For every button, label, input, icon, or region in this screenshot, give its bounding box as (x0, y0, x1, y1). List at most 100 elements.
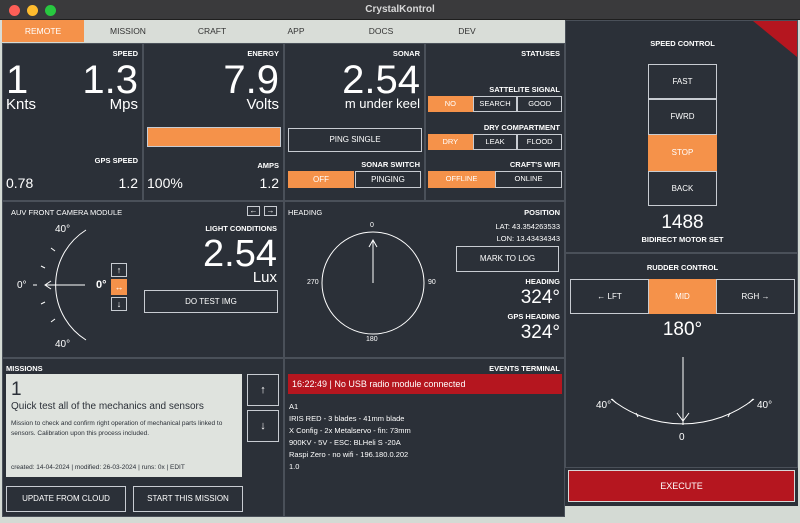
event-line: 1.0 (289, 462, 300, 471)
camera-tilt-up-button[interactable]: ↑ (111, 263, 127, 277)
start-mission-button[interactable]: START THIS MISSION (133, 486, 243, 512)
gps-speed-left: 0.78 (6, 175, 34, 191)
satellite-signal-selector: NO SEARCH GOOD (428, 96, 563, 112)
rudder-angle-right: 40° (757, 400, 773, 411)
rudder-title: RUDDER CONTROL (646, 263, 719, 272)
compass-south: 180 (366, 336, 378, 343)
motor-label: BIDIRECT MOTOR SET (641, 235, 724, 244)
event-log: A1 IRIS RED - 3 blades - 41mm blade X Co… (289, 401, 559, 473)
dry-compartment-label: DRY COMPARTMENT (483, 123, 560, 132)
leak-option[interactable]: LEAK (472, 134, 518, 150)
gps-heading-value: 324° (520, 322, 560, 343)
close-window-button[interactable] (9, 5, 20, 16)
energy-unit: Volts (246, 96, 279, 113)
tab-app[interactable]: APP (287, 26, 305, 36)
rudder-gauge (610, 357, 755, 425)
flood-option[interactable]: FLOOD (517, 134, 563, 150)
camera-tilt-gauge (33, 229, 87, 341)
camera-right-button[interactable]: → (264, 206, 277, 216)
mark-to-log-button[interactable]: MARK TO LOG (456, 246, 559, 272)
tab-mission[interactable]: MISSION (110, 26, 146, 36)
satellite-search-option[interactable]: SEARCH (472, 96, 518, 112)
energy-panel: ENERGY 7.9 Volts AMPS 100% 1.2 (143, 43, 284, 201)
mission-down-button[interactable]: ↓ (247, 410, 279, 442)
dry-option[interactable]: DRY (428, 134, 473, 150)
minimize-window-button[interactable] (27, 5, 38, 16)
speed-stop-button[interactable]: STOP (648, 135, 717, 171)
speed-mps-value: 1.3 (82, 58, 138, 102)
do-test-img-button[interactable]: DO TEST IMG (144, 290, 278, 313)
statuses-panel: STATUSES SATTELITE SIGNAL NO SEARCH GOOD… (425, 43, 565, 201)
update-from-cloud-button[interactable]: UPDATE FROM CLOUD (6, 486, 126, 512)
mission-card[interactable]: 1 Quick test all of the mechanics and se… (6, 374, 242, 477)
sonar-off-button[interactable]: OFF (288, 171, 354, 188)
rudder-value: 180° (662, 319, 703, 340)
position-lat: LAT: 43.354263533 (495, 222, 560, 231)
event-alert: 16:22:49 | No USB radio module connected (288, 374, 562, 394)
amps-value: 1.2 (259, 175, 279, 191)
satellite-good-option[interactable]: GOOD (517, 96, 563, 112)
rudder-right-button[interactable]: RGH → (716, 279, 795, 314)
speed-mps-unit: Mps (109, 96, 138, 113)
gps-speed-right: 1.2 (118, 175, 138, 191)
rudder-left-button[interactable]: ← LFT (570, 279, 649, 314)
gps-speed-label: GPS SPEED (94, 156, 138, 165)
speed-fast-button[interactable]: FAST (648, 64, 717, 99)
light-conditions-label: LIGHT CONDITIONS (205, 224, 277, 233)
tab-dev[interactable]: DEV (458, 26, 476, 36)
dry-compartment-selector: DRY LEAK FLOOD (428, 134, 563, 150)
camera-angle-top: 40° (55, 224, 71, 235)
sonar-pinging-button[interactable]: PINGING (355, 171, 421, 188)
wifi-online-option[interactable]: ONLINE (495, 171, 562, 188)
events-panel: EVENTS TERMINAL 16:22:49 | No USB radio … (284, 358, 565, 517)
ping-single-button[interactable]: PING SINGLE (288, 128, 422, 152)
sonar-switch-label: SONAR SWITCH (361, 160, 420, 169)
amps-label: AMPS (257, 161, 279, 170)
camera-title: AUV FRONT CAMERA MODULE (11, 208, 123, 217)
zoom-window-button[interactable] (45, 5, 56, 16)
event-line: X Config - 2x Metalservo - fin: 73mm (289, 426, 411, 435)
window-title: CrystalKontrol (365, 4, 435, 15)
rudder-mid-button[interactable]: MID (649, 279, 716, 314)
tab-docs[interactable]: DOCS (368, 26, 394, 36)
energy-bar-fill (148, 128, 280, 146)
satellite-signal-label: SATTELITE SIGNAL (489, 85, 560, 94)
window-titlebar: CrystalKontrol (0, 0, 800, 20)
corner-flag (753, 21, 797, 57)
event-line: Raspi Zero - no wifi - 196.180.0.202 (289, 450, 409, 459)
rudder-angle-left: 40° (596, 400, 612, 411)
tab-craft[interactable]: CRAFT (197, 26, 227, 36)
mission-up-button[interactable]: ↑ (247, 374, 279, 406)
camera-tilt-center-button[interactable]: ↔ (111, 279, 127, 295)
mission-number: 1 (11, 379, 22, 400)
missions-title: MISSIONS (6, 364, 43, 373)
mission-meta: created: 14-04-2024 | modified: 26-03-20… (11, 464, 185, 471)
craft-wifi-selector: OFFLINE ONLINE (428, 171, 562, 188)
speed-knots-unit: Knts (6, 96, 37, 113)
sonar-unit: m under keel (344, 96, 420, 111)
camera-angle-current: 0° (96, 279, 107, 291)
energy-percent: 100% (147, 175, 183, 191)
tab-remote[interactable]: REMOTE (2, 20, 84, 42)
speed-panel: SPEED 1 Knts 1.3 Mps GPS SPEED 0.78 1.2 (2, 43, 143, 201)
speed-forward-button[interactable]: FWRD (648, 99, 717, 135)
tab-bar: REMOTE MISSION CRAFT APP DOCS DEV (0, 20, 566, 42)
light-value: 2.54 (203, 233, 277, 275)
speed-back-button[interactable]: BACK (648, 171, 717, 206)
execute-area: EXECUTE (565, 468, 798, 506)
mission-description: Mission to check and confirm right opera… (11, 420, 223, 437)
camera-angle-bottom: 40° (55, 339, 71, 350)
rudder-angle-zero: 0 (679, 432, 685, 443)
camera-tilt-down-button[interactable]: ↓ (111, 297, 127, 311)
compass-east: 90 (428, 279, 436, 286)
energy-value: 7.9 (223, 58, 279, 102)
heading-title: HEADING (288, 208, 323, 217)
camera-left-button[interactable]: ← (247, 206, 260, 216)
satellite-no-option[interactable]: NO (428, 96, 473, 112)
heading-compass (321, 231, 425, 335)
sonar-title: SONAR (392, 49, 420, 58)
rudder-panel: RUDDER CONTROL ← LFT MID RGH → 180° 40° … (565, 253, 798, 468)
wifi-offline-option[interactable]: OFFLINE (428, 171, 495, 188)
execute-button[interactable]: EXECUTE (568, 470, 795, 502)
heading-label: HEADING (525, 277, 560, 286)
